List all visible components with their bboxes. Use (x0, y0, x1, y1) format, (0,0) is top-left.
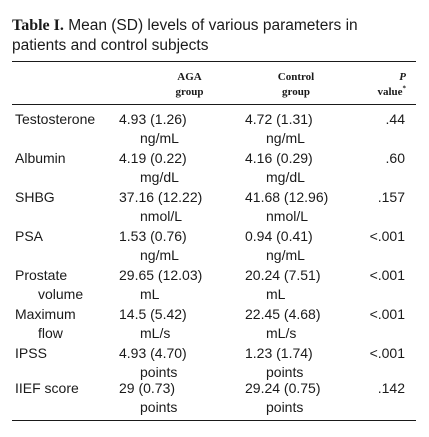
table-title: Mean (SD) levels of various parameters i… (12, 17, 358, 54)
row-p-value: <.001 (369, 267, 405, 283)
table-bottom-rule (12, 420, 416, 422)
row-aga-value: 14.5 (5.42) mL/s (119, 306, 187, 341)
row-parameter: SHBG (15, 189, 55, 205)
row-control-value: 4.72 (1.31) ng/mL (245, 111, 313, 146)
column-header-aga: AGA group (175, 71, 204, 98)
table-header-rule (12, 104, 416, 105)
table-caption: Table I. Mean (SD) levels of various par… (12, 16, 412, 56)
row-parameter: IIEF score (15, 380, 79, 396)
row-aga-value: 4.19 (0.22) mg/dL (119, 150, 187, 185)
row-parameter: Maximum flow (15, 306, 76, 341)
row-parameter: Prostate volume (15, 267, 84, 302)
table-top-rule (12, 61, 416, 63)
row-control-value: 22.45 (4.68) mL/s (245, 306, 321, 341)
table-label: Table I. (12, 17, 64, 34)
row-p-value: .157 (377, 189, 405, 205)
row-control-value: 29.24 (0.75) points (245, 380, 321, 415)
row-p-value: .44 (385, 111, 405, 127)
row-parameter: IPSS (15, 345, 47, 361)
row-p-value: .142 (377, 380, 405, 396)
footnote-mark: * (402, 84, 407, 93)
row-p-value: .60 (385, 150, 405, 166)
row-control-value: 0.94 (0.41) ng/mL (245, 228, 313, 263)
row-aga-value: 29 (0.73) points (119, 380, 178, 415)
row-control-value: 20.24 (7.51) mL (245, 267, 321, 302)
row-p-value: <.001 (369, 306, 405, 322)
row-aga-value: 4.93 (1.26) ng/mL (119, 111, 187, 146)
row-control-value: 1.23 (1.74) points (245, 345, 313, 380)
column-header-p-value: P value* (377, 71, 407, 98)
row-control-value: 41.68 (12.96) nmol/L (245, 189, 329, 224)
row-parameter: PSA (15, 228, 44, 244)
row-control-value: 4.16 (0.29) mg/dL (245, 150, 313, 185)
row-parameter: Testosterone (15, 111, 96, 127)
row-p-value: <.001 (369, 228, 405, 244)
column-header-control: Control group (277, 71, 315, 98)
row-aga-value: 4.93 (4.70) points (119, 345, 187, 380)
row-aga-value: 29.65 (12.03) mL (119, 267, 203, 302)
row-p-value: <.001 (369, 345, 405, 361)
row-aga-value: 1.53 (0.76) ng/mL (119, 228, 187, 263)
row-aga-value: 37.16 (12.22) nmol/L (119, 189, 203, 224)
row-parameter: Albumin (15, 150, 66, 166)
